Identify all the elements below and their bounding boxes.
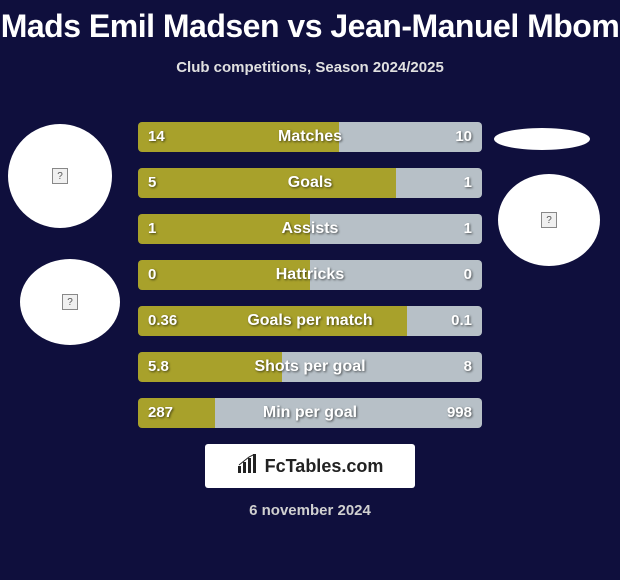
stat-row: Min per goal287 998: [138, 398, 482, 428]
value-player2: 8: [464, 352, 472, 382]
stat-label: Goals per match: [138, 306, 482, 336]
value-player2: 1: [464, 214, 472, 244]
value-player1: 14: [148, 122, 165, 152]
stat-label: Goals: [138, 168, 482, 198]
value-player1: 0.36: [148, 306, 177, 336]
stat-label: Matches: [138, 122, 482, 152]
chart-icon: [237, 454, 259, 479]
stat-row: Hattricks0 0: [138, 260, 482, 290]
value-player2: 998: [447, 398, 472, 428]
stat-label: Hattricks: [138, 260, 482, 290]
value-player1: 287: [148, 398, 173, 428]
value-player2: 10: [455, 122, 472, 152]
stat-row: Goals5 1: [138, 168, 482, 198]
comparison-chart: Matches1410Goals51Assists11Hattricks00Go…: [138, 122, 482, 444]
subtitle: Club competitions, Season 2024/2025: [0, 59, 620, 76]
player1-avatar: ?: [8, 124, 112, 228]
image-placeholder-icon: ?: [52, 168, 68, 184]
stat-row: Shots per goal5.8 8: [138, 352, 482, 382]
image-placeholder-icon: ?: [62, 294, 78, 310]
fctables-logo: FcTables.com: [205, 444, 415, 488]
value-player1: 5.8: [148, 352, 169, 382]
stat-row: Assists1 1: [138, 214, 482, 244]
value-player1: 0: [148, 260, 156, 290]
value-player2: 0.1: [451, 306, 472, 336]
value-player2: 1: [464, 168, 472, 198]
page-title: Mads Emil Madsen vs Jean-Manuel Mbom: [0, 0, 620, 45]
player2-club: ?: [498, 174, 600, 266]
logo-text: FcTables.com: [265, 456, 384, 477]
stat-label: Assists: [138, 214, 482, 244]
stat-label: Shots per goal: [138, 352, 482, 382]
stat-row: Matches14 10: [138, 122, 482, 152]
value-player1: 1: [148, 214, 156, 244]
player1-club: ?: [20, 259, 120, 345]
player2-avatar-ellipse: [494, 128, 590, 150]
stat-row: Goals per match0.36 0.1: [138, 306, 482, 336]
value-player1: 5: [148, 168, 156, 198]
stat-label: Min per goal: [138, 398, 482, 428]
value-player2: 0: [464, 260, 472, 290]
date-text: 6 november 2024: [0, 502, 620, 519]
image-placeholder-icon: ?: [541, 212, 557, 228]
